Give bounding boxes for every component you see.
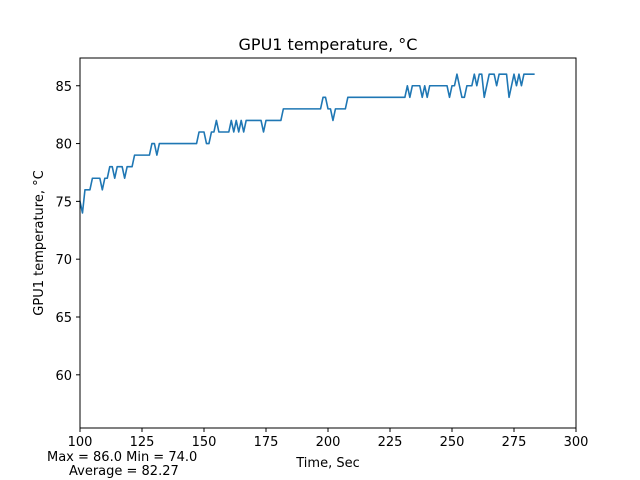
y-tick-label: 85 [55, 80, 72, 95]
y-tick-label: 70 [55, 253, 72, 268]
y-axis-label: GPU1 temperature, °C [32, 170, 47, 315]
plot-area [79, 73, 535, 214]
x-tick-label: 150 [192, 435, 217, 450]
x-axis: 100 125 150 175 200 225 250 275 300 [68, 428, 589, 450]
series-line-1 [79, 73, 535, 214]
x-tick-label: 225 [378, 435, 403, 450]
y-tick-label: 65 [55, 311, 72, 326]
x-tick-label: 175 [254, 435, 279, 450]
x-tick-label: 250 [440, 435, 465, 450]
plot-frame [79, 57, 577, 429]
x-tick-label: 100 [68, 435, 93, 450]
x-tick-label: 275 [502, 435, 527, 450]
stats-max-min: Max = 86.0 Min = 74.0 [47, 450, 197, 465]
x-tick-label: 125 [130, 435, 155, 450]
y-tick-label: 75 [55, 195, 72, 210]
x-tick-label: 300 [564, 435, 589, 450]
y-tick-label: 80 [55, 138, 72, 153]
stats-average: Average = 82.27 [69, 464, 179, 479]
y-axis: 60 65 70 75 80 85 [55, 80, 80, 384]
x-axis-label: Time, Sec [295, 456, 359, 471]
chart-title: GPU1 temperature, °C [239, 35, 418, 54]
y-tick-label: 60 [55, 369, 72, 384]
x-tick-label: 200 [316, 435, 341, 450]
